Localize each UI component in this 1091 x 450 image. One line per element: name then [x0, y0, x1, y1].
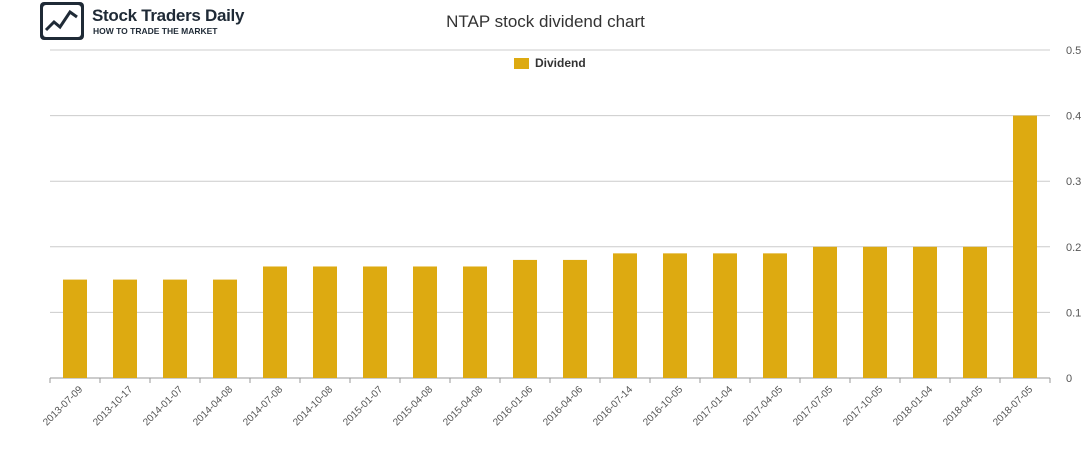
x-tick-label: 2016-01-06	[491, 384, 535, 428]
y-tick-label: 0	[1066, 373, 1072, 385]
x-tick-label: 2016-04-06	[541, 384, 585, 428]
bar	[513, 259, 537, 378]
x-tick-label: 2017-01-04	[691, 384, 735, 428]
x-tick-label: 2018-01-04	[891, 384, 935, 428]
x-tick-label: 2017-10-05	[841, 384, 885, 428]
x-tick-label: 2015-04-08	[441, 384, 485, 428]
x-tick-label: 2018-04-05	[941, 384, 985, 428]
x-tick-label: 2014-01-07	[141, 384, 185, 428]
bar	[113, 279, 137, 378]
logo-name: Stock Traders Daily	[92, 6, 245, 25]
bar	[813, 246, 837, 378]
bar	[963, 246, 987, 378]
bar	[163, 279, 187, 378]
chart-title: NTAP stock dividend chart	[446, 12, 645, 31]
logo: Stock Traders Daily HOW TO TRADE THE MAR…	[40, 2, 244, 42]
bar	[613, 253, 637, 378]
bar	[563, 259, 587, 378]
bar	[213, 279, 237, 378]
legend-label: Dividend	[535, 56, 586, 70]
logo-tagline: HOW TO TRADE THE MARKET	[93, 26, 218, 36]
x-tick-label: 2016-07-14	[591, 384, 635, 428]
bar	[713, 253, 737, 378]
x-tick-label: 2017-04-05	[741, 384, 785, 428]
bar	[413, 266, 437, 378]
y-tick-label: 0.2	[1066, 242, 1081, 254]
x-tick-label: 2014-04-08	[191, 384, 235, 428]
x-tick-label: 2018-07-05	[991, 384, 1035, 428]
x-tick-label: 2015-04-08	[391, 384, 435, 428]
bar	[363, 266, 387, 378]
bar	[663, 253, 687, 378]
bar	[63, 279, 87, 378]
bar	[263, 266, 287, 378]
x-tick-label: 2013-07-09	[41, 384, 85, 428]
y-tick-label: 0.1	[1066, 307, 1081, 319]
y-tick-label: 0.3	[1066, 176, 1081, 188]
bar	[913, 246, 937, 378]
y-tick-label: 0.4	[1066, 111, 1081, 123]
chart-logo-icon	[40, 2, 84, 40]
x-tick-label: 2015-01-07	[341, 384, 385, 428]
x-tick-label: 2014-10-08	[291, 384, 335, 428]
x-tick-label: 2014-07-08	[241, 384, 285, 428]
x-tick-label: 2013-10-17	[91, 384, 135, 428]
y-tick-label: 0.5	[1066, 45, 1081, 57]
bar	[863, 246, 887, 378]
bar	[1013, 115, 1037, 378]
x-tick-label: 2017-07-05	[791, 384, 835, 428]
x-tick-label: 2016-10-05	[641, 384, 685, 428]
bar	[463, 266, 487, 378]
legend-swatch	[514, 58, 529, 69]
bar	[313, 266, 337, 378]
bar	[763, 253, 787, 378]
